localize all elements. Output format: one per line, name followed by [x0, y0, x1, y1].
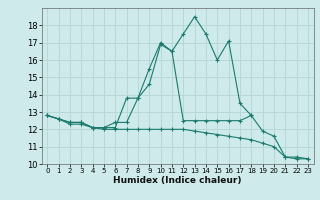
X-axis label: Humidex (Indice chaleur): Humidex (Indice chaleur): [113, 176, 242, 185]
